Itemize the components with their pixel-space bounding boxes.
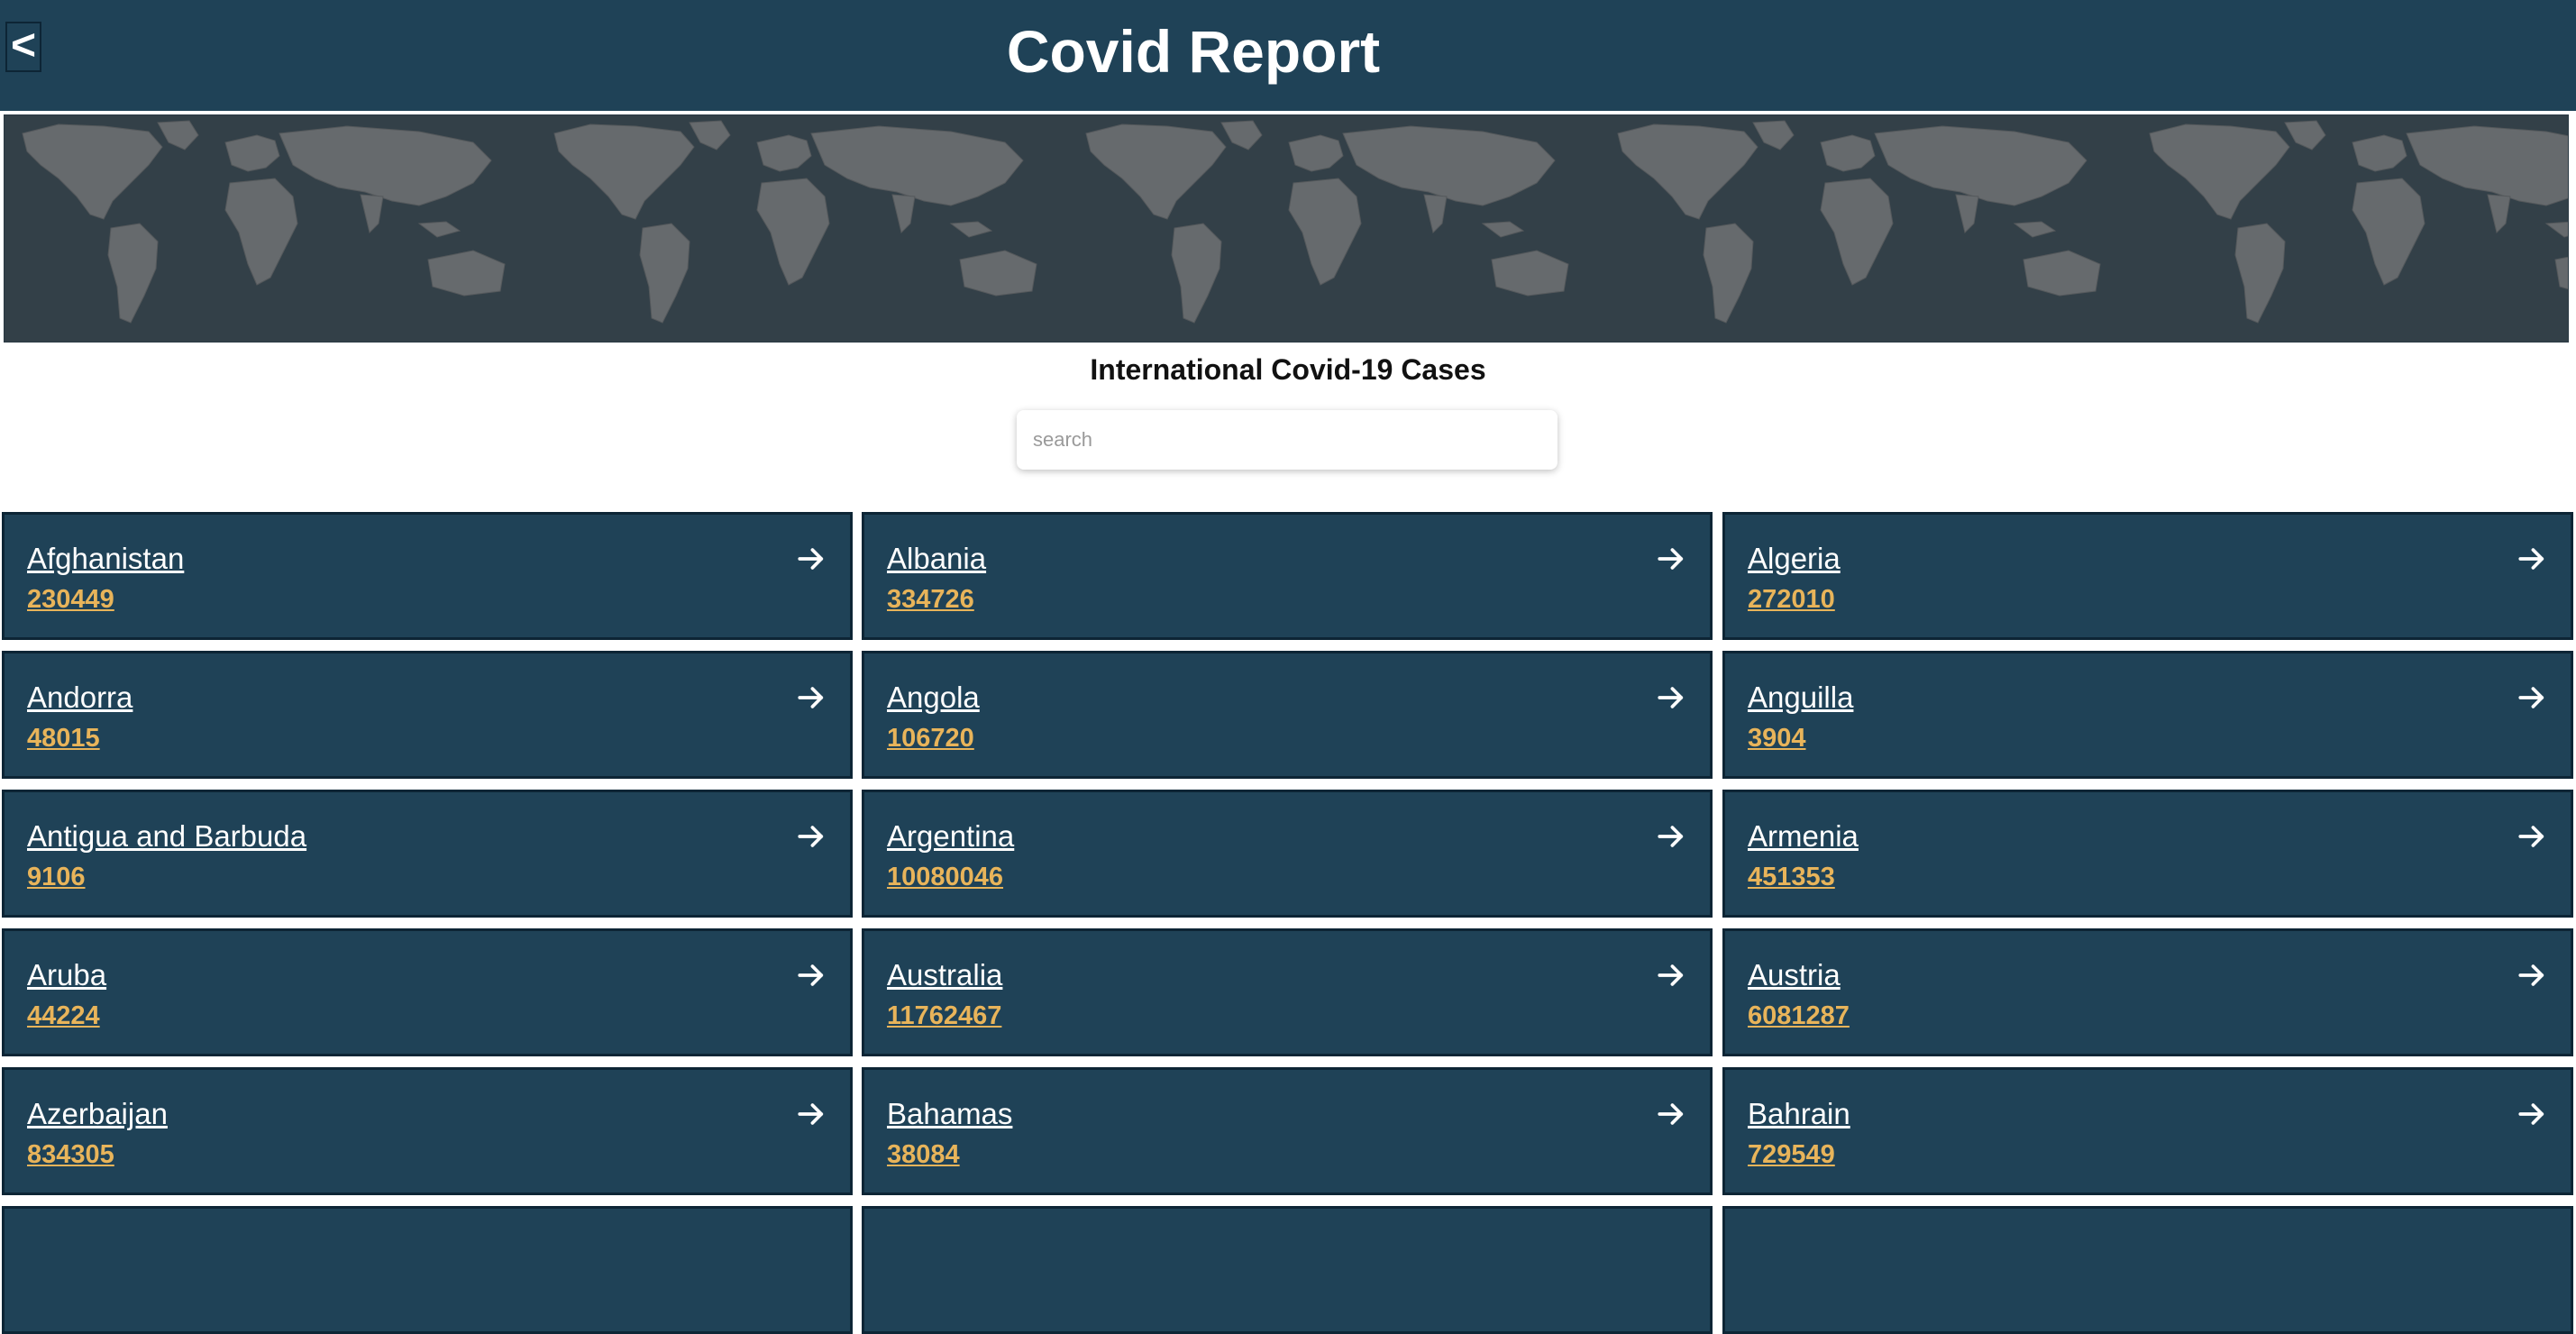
country-card[interactable]: Argentina 10080046	[862, 790, 1713, 918]
page-title: Covid Report	[1006, 18, 1381, 85]
app-header: < Covid Report	[0, 0, 2576, 114]
country-name-link[interactable]: Anguilla	[1748, 681, 1854, 714]
country-card[interactable]: Anguilla 3904	[1722, 651, 2573, 779]
case-count-link[interactable]: 44224	[27, 1001, 100, 1030]
case-count-link[interactable]: 272010	[1748, 585, 1835, 614]
arrow-right-icon[interactable]	[1656, 682, 1686, 713]
country-card[interactable]: Bahrain 729549	[1722, 1067, 2573, 1195]
case-count-link[interactable]: 729549	[1748, 1140, 1835, 1169]
arrow-right-icon[interactable]	[796, 544, 827, 574]
country-name-link[interactable]: Bahamas	[887, 1097, 1013, 1130]
country-card[interactable]: Albania 334726	[862, 512, 1713, 640]
country-name-link[interactable]: Algeria	[1748, 542, 1841, 575]
country-name-link[interactable]: Bahrain	[1748, 1097, 1850, 1130]
arrow-right-icon[interactable]	[2517, 544, 2547, 574]
arrow-right-icon[interactable]	[1656, 1099, 1686, 1129]
country-card[interactable]: Algeria 272010	[1722, 512, 2573, 640]
world-map-image	[22, 120, 2568, 324]
country-card[interactable]	[1722, 1206, 2573, 1334]
case-count-link[interactable]: 334726	[887, 585, 974, 614]
world-map-banner	[4, 114, 2569, 343]
arrow-right-icon[interactable]	[2517, 1099, 2547, 1129]
country-name-link[interactable]: Antigua and Barbuda	[27, 819, 307, 853]
country-card[interactable]	[862, 1206, 1713, 1334]
country-card[interactable]: Australia 11762467	[862, 928, 1713, 1056]
country-name-link[interactable]: Azerbaijan	[27, 1097, 168, 1130]
country-name-link[interactable]: Afghanistan	[27, 542, 185, 575]
case-count-link[interactable]: 230449	[27, 585, 114, 614]
section-heading: International Covid-19 Cases	[1090, 353, 1486, 386]
arrow-right-icon[interactable]	[2517, 960, 2547, 991]
country-card[interactable]: Aruba 44224	[2, 928, 853, 1056]
case-count-link[interactable]: 48015	[27, 724, 100, 753]
arrow-right-icon[interactable]	[796, 821, 827, 852]
case-count-link[interactable]: 106720	[887, 724, 974, 753]
case-count-link[interactable]: 10080046	[887, 863, 1004, 891]
case-count-link[interactable]: 38084	[887, 1140, 960, 1169]
country-card[interactable]	[2, 1206, 853, 1334]
country-card[interactable]: Andorra 48015	[2, 651, 853, 779]
arrow-right-icon[interactable]	[796, 682, 827, 713]
arrow-right-icon[interactable]	[1656, 821, 1686, 852]
country-card[interactable]: Austria 6081287	[1722, 928, 2573, 1056]
case-count-link[interactable]: 451353	[1748, 863, 1835, 891]
country-card[interactable]: Angola 106720	[862, 651, 1713, 779]
country-name-link[interactable]: Austria	[1748, 958, 1841, 991]
country-name-link[interactable]: Albania	[887, 542, 987, 575]
back-button[interactable]: <	[5, 22, 41, 72]
country-card[interactable]: Afghanistan 230449	[2, 512, 853, 640]
search-input[interactable]	[1017, 410, 1557, 470]
case-count-link[interactable]: 834305	[27, 1140, 114, 1169]
country-name-link[interactable]: Australia	[887, 958, 1003, 991]
case-count-link[interactable]: 3904	[1748, 724, 1806, 753]
case-count-link[interactable]: 6081287	[1748, 1001, 1850, 1030]
arrow-right-icon[interactable]	[796, 960, 827, 991]
country-card[interactable]: Armenia 451353	[1722, 790, 2573, 918]
arrow-right-icon[interactable]	[796, 1099, 827, 1129]
country-name-link[interactable]: Armenia	[1748, 819, 1859, 853]
search-box	[1017, 410, 1557, 470]
arrow-right-icon[interactable]	[2517, 821, 2547, 852]
country-card[interactable]: Antigua and Barbuda 9106	[2, 790, 853, 918]
country-name-link[interactable]: Argentina	[887, 819, 1015, 853]
country-card[interactable]: Bahamas 38084	[862, 1067, 1713, 1195]
arrow-right-icon[interactable]	[2517, 682, 2547, 713]
case-count-link[interactable]: 9106	[27, 863, 86, 891]
arrow-right-icon[interactable]	[1656, 960, 1686, 991]
country-card[interactable]: Azerbaijan 834305	[2, 1067, 853, 1195]
arrow-right-icon[interactable]	[1656, 544, 1686, 574]
country-name-link[interactable]: Andorra	[27, 681, 133, 714]
country-name-link[interactable]: Angola	[887, 681, 980, 714]
case-count-link[interactable]: 11762467	[887, 1001, 1002, 1030]
country-name-link[interactable]: Aruba	[27, 958, 107, 991]
